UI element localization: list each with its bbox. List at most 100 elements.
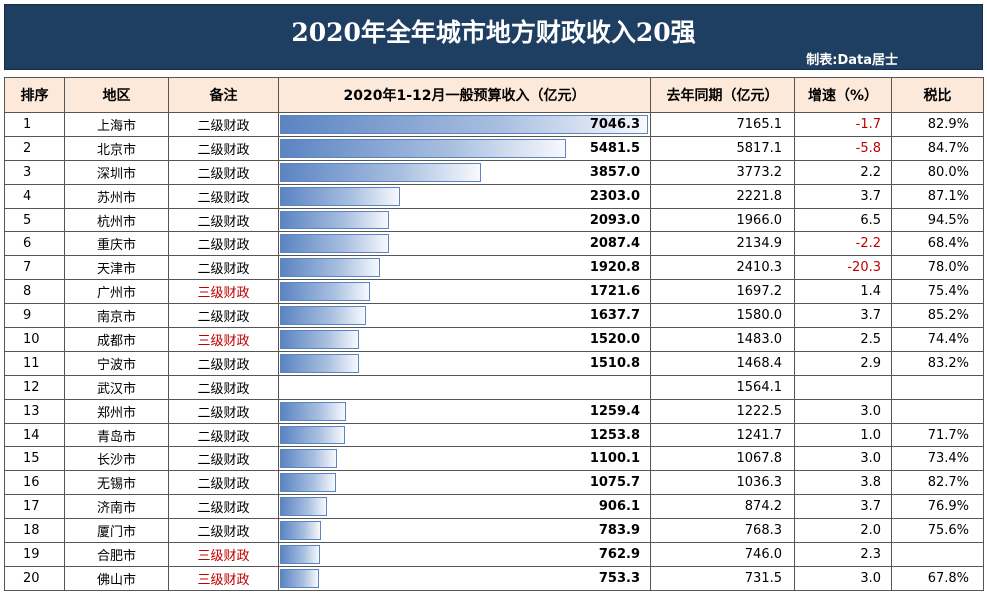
prev-year-cell: 731.5 <box>650 565 795 591</box>
growth-cell: 3.0 <box>794 398 892 424</box>
city-cell: 济南市 <box>64 494 169 520</box>
rank-cell: 18 <box>4 518 65 544</box>
revenue-bar <box>280 210 389 230</box>
revenue-cell <box>278 374 651 400</box>
rank-cell: 17 <box>4 494 65 520</box>
revenue-value: 5481.5 <box>589 140 640 156</box>
revenue-value: 1100.1 <box>589 451 640 467</box>
revenue-value: 2087.4 <box>589 236 640 252</box>
revenue-bar <box>280 353 359 373</box>
prev-year-cell: 746.0 <box>650 542 795 567</box>
revenue-bar <box>280 115 648 134</box>
table-body: 1 上海市 二级财政 7046.3 7165.1 -1.7 82.9% 2 北京市 二级财政 548… <box>4 112 984 591</box>
note-cell: 二级财政 <box>168 159 279 185</box>
revenue-value: 762.9 <box>598 547 640 563</box>
revenue-value: 2303.0 <box>589 188 640 204</box>
revenue-bar <box>280 568 319 588</box>
table-row: 2 北京市 二级财政 5481.5 5817.1 -5.8 84.7% <box>4 135 984 161</box>
note-cell: 二级财政 <box>168 112 279 137</box>
table-row: 13 郑州市 二级财政 1259.4 1222.5 3.0 <box>4 398 984 424</box>
city-cell: 苏州市 <box>64 183 169 209</box>
city-cell: 长沙市 <box>64 446 169 472</box>
table-row: 7 天津市 二级财政 1920.8 2410.3 -20.3 78.0% <box>4 255 984 281</box>
prev-year-cell: 1483.0 <box>650 327 795 352</box>
tax-ratio-cell: 67.8% <box>891 565 984 591</box>
revenue-cell: 2093.0 <box>278 207 651 233</box>
note-cell: 三级财政 <box>168 565 279 591</box>
rank-cell: 10 <box>4 327 65 352</box>
revenue-cell: 753.3 <box>278 565 651 591</box>
city-cell: 青岛市 <box>64 422 169 448</box>
prev-year-cell: 768.3 <box>650 518 795 544</box>
header-prev-year: 去年同期（亿元） <box>650 77 795 113</box>
revenue-value: 906.1 <box>598 499 640 515</box>
header-region: 地区 <box>64 77 169 113</box>
note-cell: 二级财政 <box>168 135 279 161</box>
tax-ratio-cell: 85.2% <box>891 303 984 329</box>
table-row: 16 无锡市 二级财政 1075.7 1036.3 3.8 82.7% <box>4 470 984 496</box>
prev-year-cell: 7165.1 <box>650 112 795 137</box>
growth-cell: -2.2 <box>794 231 892 257</box>
city-cell: 无锡市 <box>64 470 169 496</box>
rank-cell: 11 <box>4 350 65 376</box>
revenue-cell: 1259.4 <box>278 398 651 424</box>
rank-cell: 16 <box>4 470 65 496</box>
revenue-value: 1920.8 <box>589 260 640 276</box>
revenue-value: 7046.3 <box>589 117 640 132</box>
tax-ratio-cell: 73.4% <box>891 446 984 472</box>
growth-cell: 3.7 <box>794 494 892 520</box>
revenue-cell: 1637.7 <box>278 303 651 329</box>
growth-cell: -5.8 <box>794 135 892 161</box>
prev-year-cell: 2410.3 <box>650 255 795 281</box>
tax-ratio-cell: 75.4% <box>891 279 984 305</box>
growth-cell: 3.8 <box>794 470 892 496</box>
tax-ratio-cell <box>891 374 984 400</box>
note-cell: 二级财政 <box>168 207 279 233</box>
revenue-bar <box>280 401 346 421</box>
prev-year-cell: 1580.0 <box>650 303 795 329</box>
prev-year-cell: 5817.1 <box>650 135 795 161</box>
revenue-cell: 1510.8 <box>278 350 651 376</box>
tax-ratio-cell: 75.6% <box>891 518 984 544</box>
tax-ratio-cell: 71.7% <box>891 422 984 448</box>
page-title: 2020年全年城市地方财政收入20强 <box>291 18 696 47</box>
growth-cell: -20.3 <box>794 255 892 281</box>
tax-ratio-cell <box>891 398 984 424</box>
revenue-value: 2093.0 <box>589 212 640 228</box>
revenue-cell: 2303.0 <box>278 183 651 209</box>
revenue-cell: 1721.6 <box>278 279 651 305</box>
prev-year-cell: 2134.9 <box>650 231 795 257</box>
note-cell: 二级财政 <box>168 398 279 424</box>
city-cell: 宁波市 <box>64 350 169 376</box>
rank-cell: 1 <box>4 112 65 137</box>
tax-ratio-cell: 76.9% <box>891 494 984 520</box>
rank-cell: 15 <box>4 446 65 472</box>
revenue-value: 1259.4 <box>589 403 640 419</box>
note-cell: 三级财政 <box>168 542 279 567</box>
revenue-cell: 1520.0 <box>278 327 651 352</box>
revenue-cell: 762.9 <box>278 542 651 567</box>
revenue-table: 排序 地区 备注 2020年1-12月一般预算收入（亿元） 去年同期（亿元） 增… <box>4 77 984 591</box>
prev-year-cell: 874.2 <box>650 494 795 520</box>
growth-cell: 2.5 <box>794 327 892 352</box>
table-row: 9 南京市 二级财政 1637.7 1580.0 3.7 85.2% <box>4 303 984 329</box>
prev-year-cell: 2221.8 <box>650 183 795 209</box>
rank-cell: 13 <box>4 398 65 424</box>
note-cell: 二级财政 <box>168 183 279 209</box>
growth-cell: 3.0 <box>794 446 892 472</box>
city-cell: 佛山市 <box>64 565 169 591</box>
revenue-cell: 7046.3 <box>278 112 651 137</box>
header-note: 备注 <box>168 77 279 113</box>
revenue-value: 3857.0 <box>589 164 640 180</box>
rank-cell: 2 <box>4 135 65 161</box>
tax-ratio-cell <box>891 542 984 567</box>
note-cell: 二级财政 <box>168 470 279 496</box>
table-row: 20 佛山市 三级财政 753.3 731.5 3.0 67.8% <box>4 565 984 591</box>
revenue-value: 1075.7 <box>589 475 640 491</box>
prev-year-cell: 1564.1 <box>650 374 795 400</box>
tax-ratio-cell: 82.9% <box>891 112 984 137</box>
city-cell: 成都市 <box>64 327 169 352</box>
note-cell: 二级财政 <box>168 422 279 448</box>
growth-cell: -1.7 <box>794 112 892 137</box>
revenue-bar <box>280 425 345 445</box>
